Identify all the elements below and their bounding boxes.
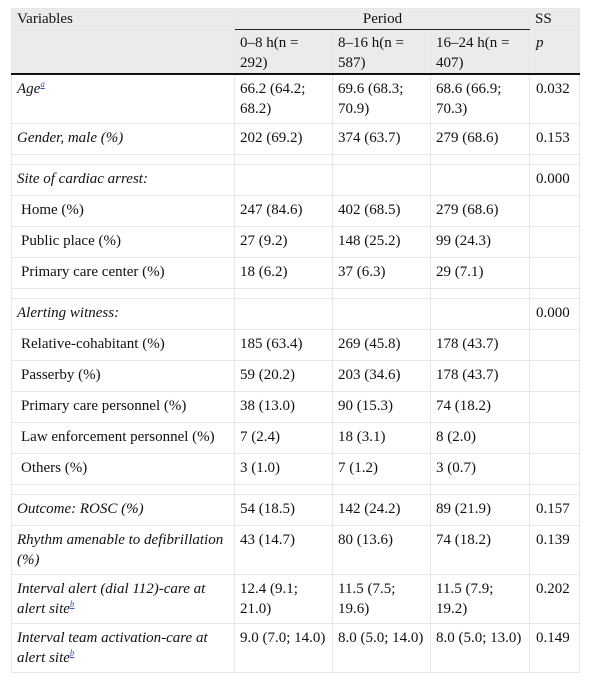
table-row: Site of cardiac arrest: 0.000 [11,164,580,196]
table-row: Agea 66.2 (64.2; 68.2) 69.6 (68.3; 70.9)… [11,73,580,124]
table-row: Alerting witness: 0.000 [11,298,580,330]
header-variables: Variables [11,8,235,30]
row-label: Gender, male (%) [11,123,235,155]
cell: 59 (20.2) [234,360,333,392]
cell: 8.0 (5.0; 14.0) [332,623,431,673]
row-label: Others (%) [11,453,235,485]
row-label: Age [17,81,41,97]
header-period: Period [234,8,530,30]
cell: 7 (1.2) [332,453,431,485]
header-col-16-24h: 16–24 h(n = 407) [430,29,530,75]
table-row: Home (%) 247 (84.6) 402 (68.5) 279 (68.6… [11,195,580,227]
cell: 279 (68.6) [430,123,530,155]
row-label: Home (%) [11,195,235,227]
p-value: 0.157 [529,494,580,526]
row-label: Primary care personnel (%) [11,391,235,423]
row-label: Passerby (%) [11,360,235,392]
p-value: 0.153 [529,123,580,155]
results-table: Variables Period SS 0–8 h(n = 292) 8–16 … [11,8,580,673]
cell: 247 (84.6) [234,195,333,227]
cell: 202 (69.2) [234,123,333,155]
cell: 178 (43.7) [430,360,530,392]
spacer-row [11,484,580,495]
header-p: p [529,29,580,75]
spacer-row [11,288,580,299]
footnote-link[interactable]: b [69,648,75,658]
cell: 69.6 (68.3; 70.9) [332,73,431,124]
cell: 54 (18.5) [234,494,333,526]
cell: 142 (24.2) [332,494,431,526]
cell: 18 (3.1) [332,422,431,454]
cell: 148 (25.2) [332,226,431,258]
cell: 99 (24.3) [430,226,530,258]
cell: 178 (43.7) [430,329,530,361]
p-value: 0.000 [529,298,580,330]
cell: 68.6 (66.9; 70.3) [430,73,530,124]
cell: 8.0 (5.0; 13.0) [430,623,530,673]
cell: 38 (13.0) [234,391,333,423]
table-row: Rhythm amenable to defibrillation (%) 43… [11,525,580,575]
cell: 185 (63.4) [234,329,333,361]
p-value: 0.202 [529,574,580,624]
cell: 18 (6.2) [234,257,333,289]
table-row: Outcome: ROSC (%) 54 (18.5) 142 (24.2) 8… [11,494,580,526]
row-label: Primary care center (%) [11,257,235,289]
p-value: 0.000 [529,164,580,196]
row-label: Site of cardiac arrest: [11,164,235,196]
cell: 74 (18.2) [430,525,530,575]
footnote-link[interactable]: b [69,599,75,609]
table-row: Gender, male (%) 202 (69.2) 374 (63.7) 2… [11,123,580,155]
cell: 402 (68.5) [332,195,431,227]
row-label: Public place (%) [11,226,235,258]
cell: 203 (34.6) [332,360,431,392]
table-row: Others (%) 3 (1.0) 7 (1.2) 3 (0.7) [11,453,580,485]
cell: 374 (63.7) [332,123,431,155]
cell: 90 (15.3) [332,391,431,423]
header-col-8-16h: 8–16 h(n = 587) [332,29,431,75]
cell: 37 (6.3) [332,257,431,289]
cell: 80 (13.6) [332,525,431,575]
cell: 7 (2.4) [234,422,333,454]
cell: 89 (21.9) [430,494,530,526]
p-value: 0.032 [529,73,580,124]
spacer-row [11,154,580,165]
cell: 29 (7.1) [430,257,530,289]
cell: 74 (18.2) [430,391,530,423]
cell: 12.4 (9.1; 21.0) [234,574,333,624]
p-value: 0.139 [529,525,580,575]
cell: 66.2 (64.2; 68.2) [234,73,333,124]
p-value: 0.149 [529,623,580,673]
table-row: Interval alert (dial 112)-care at alert … [11,574,580,624]
cell: 11.5 (7.9; 19.2) [430,574,530,624]
cell: 43 (14.7) [234,525,333,575]
table-row: Law enforcement personnel (%) 7 (2.4) 18… [11,422,580,454]
row-label: Relative-cohabitant (%) [11,329,235,361]
table-row: Relative-cohabitant (%) 185 (63.4) 269 (… [11,329,580,361]
table-row: Public place (%) 27 (9.2) 148 (25.2) 99 … [11,226,580,258]
row-label: Outcome: ROSC (%) [11,494,235,526]
cell: 3 (0.7) [430,453,530,485]
cell: 27 (9.2) [234,226,333,258]
row-label: Alerting witness: [11,298,235,330]
header-ss: SS [529,8,580,30]
row-label: Interval alert (dial 112)-care at alert … [17,581,206,617]
table-row: Passerby (%) 59 (20.2) 203 (34.6) 178 (4… [11,360,580,392]
header-col-0-8h: 0–8 h(n = 292) [234,29,333,75]
row-label: Rhythm amenable to defibrillation (%) [11,525,235,575]
row-label: Law enforcement personnel (%) [11,422,235,454]
table-row: Primary care personnel (%) 38 (13.0) 90 … [11,391,580,423]
cell: 279 (68.6) [430,195,530,227]
cell: 8 (2.0) [430,422,530,454]
cell: 9.0 (7.0; 14.0) [234,623,333,673]
row-label: Interval team activation-care at alert s… [17,630,208,666]
table-row: Primary care center (%) 18 (6.2) 37 (6.3… [11,257,580,289]
cell: 269 (45.8) [332,329,431,361]
table-row: Interval team activation-care at alert s… [11,623,580,673]
cell: 11.5 (7.5; 19.6) [332,574,431,624]
cell: 3 (1.0) [234,453,333,485]
footnote-link[interactable]: a [40,79,45,89]
